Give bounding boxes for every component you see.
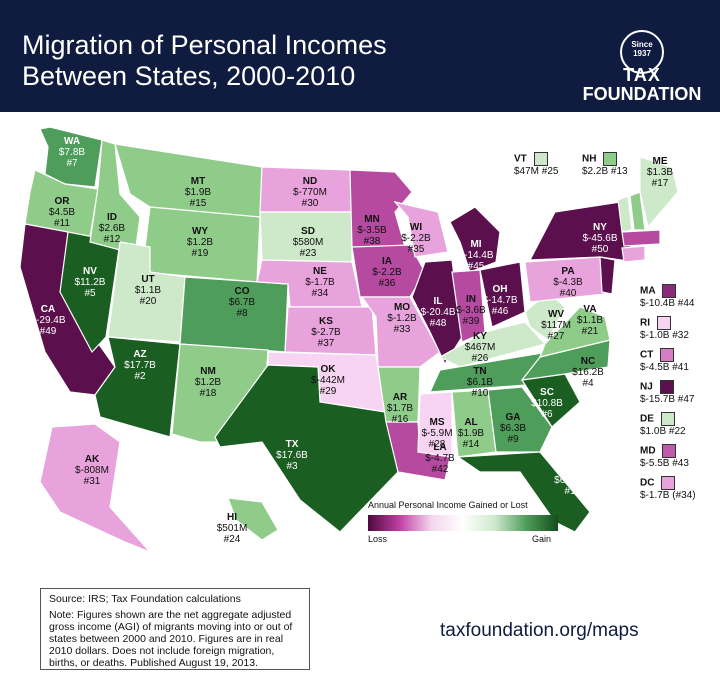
state-label-sd: SD $580M #23 — [293, 226, 324, 259]
state-label-nc: NC $16.2B #4 — [572, 356, 604, 389]
tax-foundation-logo: Since 1937 TAX FOUNDATION — [572, 30, 712, 106]
swatch-vt — [533, 152, 548, 166]
state-label-hi: HI $501M #24 — [217, 512, 248, 545]
state-label-wi: WI $-2.2B #35 — [401, 222, 431, 255]
state-ny — [528, 201, 636, 263]
callout-nh: NH $2.2B #13 — [582, 152, 628, 177]
state-vt — [617, 195, 633, 233]
state-label-in: IN $-3.6B #39 — [456, 294, 486, 327]
state-mi — [449, 206, 501, 273]
state-label-ny: NY $-45.6B #50 — [582, 222, 617, 255]
swatch-ma — [662, 284, 677, 298]
state-label-co: CO $6.7B #8 — [229, 286, 255, 319]
callout-md: MD $-5.5B #43 — [640, 444, 689, 469]
source-text: Source: IRS; Tax Foundation calculations — [49, 593, 241, 605]
legend-title: Annual Personal Income Gained or Lost — [368, 500, 528, 510]
state-label-wy: WY $1.2B #19 — [187, 226, 213, 259]
legend-gain-label: Gain — [532, 534, 552, 544]
state-label-il: IL $-20.4B #48 — [420, 296, 455, 329]
state-label-la: LA $-4.7B #42 — [425, 442, 455, 475]
callout-ma: MA $-10.4B #44 — [640, 284, 695, 309]
state-hi — [227, 497, 279, 541]
state-label-va: VA $1.1B #21 — [577, 304, 603, 337]
header-banner: Migration of Personal Incomes Between St… — [0, 0, 720, 112]
title-line-1: Migration of Personal Incomes — [22, 30, 387, 60]
callout-ct: CT $-4.5B #41 — [640, 348, 689, 373]
legend-gradient-bar — [368, 515, 558, 531]
state-label-ms: MS $-5.9M #28 — [421, 417, 452, 450]
state-label-mt: MT $1.9B #15 — [185, 176, 211, 209]
state-label-ga: GA $6.3B #9 — [500, 412, 526, 445]
state-ct — [621, 245, 646, 263]
state-label-ok: OK $-442M #29 — [311, 364, 345, 397]
map-title: Migration of Personal Incomes Between St… — [22, 30, 387, 92]
state-fl — [456, 451, 591, 533]
swatch-md — [662, 444, 677, 458]
state-label-or: OR $4.5B #11 — [49, 196, 75, 229]
state-label-ca: CA $-29.4B #49 — [30, 304, 65, 337]
state-label-ut: UT $1.1B #20 — [135, 274, 161, 307]
state-nh — [629, 191, 646, 231]
state-label-mn: MN $-3.5B #38 — [357, 214, 387, 247]
state-label-ia: IA $-2.2B #36 — [372, 256, 402, 289]
state-label-ak: AK $-808M #31 — [75, 454, 109, 487]
swatch-nj — [659, 380, 674, 394]
swatch-nh — [603, 152, 618, 166]
state-ga — [487, 386, 553, 453]
state-label-wa: WA $7.8B #7 — [59, 136, 85, 169]
state-label-tn: TN $6.1B #10 — [467, 366, 493, 399]
state-label-mo: MO $-1.2B #33 — [387, 302, 417, 335]
state-label-ky: KY $467M #26 — [465, 331, 496, 364]
state-tx — [214, 364, 399, 533]
state-label-nv: NV $11.2B #5 — [75, 266, 106, 299]
state-label-al: AL $1.9B #14 — [458, 417, 484, 450]
state-ak — [39, 423, 151, 553]
state-label-pa: PA $-4.3B #40 — [553, 266, 583, 299]
logo-since: Since 1937 — [631, 40, 653, 58]
maps-url[interactable]: taxfoundation.org/maps — [440, 620, 639, 641]
note-text: Note: Figures shown are the net aggregat… — [49, 609, 293, 669]
state-label-ar: AR $1.7B #16 — [387, 392, 413, 425]
us-map: WA $7.8B #7 OR $4.5B #11 CA $-29.4B #49 NV $11.2B #… — [19, 126, 679, 553]
callout-dc: DC $-1.7B (#34) — [640, 476, 696, 501]
state-ky — [438, 321, 547, 368]
title-line-2: Between States, 2000-2010 — [22, 61, 356, 91]
state-il — [411, 259, 463, 366]
state-label-az: AZ $17.7B #2 — [124, 349, 156, 382]
state-label-ks: KS $-2.7B #37 — [311, 316, 341, 349]
state-ma — [621, 229, 661, 247]
source-notes-box: Source: IRS; Tax Foundation calculations… — [40, 588, 310, 670]
logo-foundation: FOUNDATION — [582, 84, 702, 104]
state-label-oh: OH $-14.7B #46 — [482, 284, 517, 317]
state-wi — [393, 200, 449, 258]
state-label-sc: SC $10.8B #6 — [531, 387, 563, 420]
legend-loss-label: Loss — [368, 534, 388, 544]
state-label-fl: FL $67.3B #1 — [554, 464, 586, 497]
state-label-me: ME $1.3B #17 — [647, 156, 673, 189]
capitol-seal-icon — [620, 30, 664, 74]
state-wa — [39, 126, 103, 188]
logo-tax: TAX — [623, 65, 661, 85]
swatch-ri — [656, 316, 671, 330]
state-va — [539, 306, 611, 358]
state-label-wv: WV $117M #27 — [541, 309, 571, 342]
state-label-id: ID $2.6B #12 — [99, 212, 125, 245]
state-label-nm: NM $1.2B #18 — [195, 366, 221, 399]
state-me — [639, 156, 679, 229]
swatch-de — [660, 412, 675, 426]
state-label-ne: NE $-1.7B #34 — [305, 266, 335, 299]
state-label-nd: ND $-770M #30 — [293, 176, 327, 209]
state-label-mi: MI $-14.4B #45 — [458, 239, 493, 272]
callout-ri: RI $-1.0B #32 — [640, 316, 689, 341]
callout-vt: VT $47M #25 — [514, 152, 559, 177]
swatch-ct — [660, 348, 675, 362]
state-id — [89, 139, 141, 255]
state-ms — [417, 391, 453, 458]
callout-de: DE $1.0B #22 — [640, 412, 686, 437]
callout-nj: NJ $-15.7B #47 — [640, 380, 695, 405]
swatch-dc — [661, 476, 676, 490]
state-nj — [599, 256, 616, 295]
state-mt — [114, 143, 263, 218]
state-label-tx: TX $17.6B #3 — [276, 439, 308, 472]
